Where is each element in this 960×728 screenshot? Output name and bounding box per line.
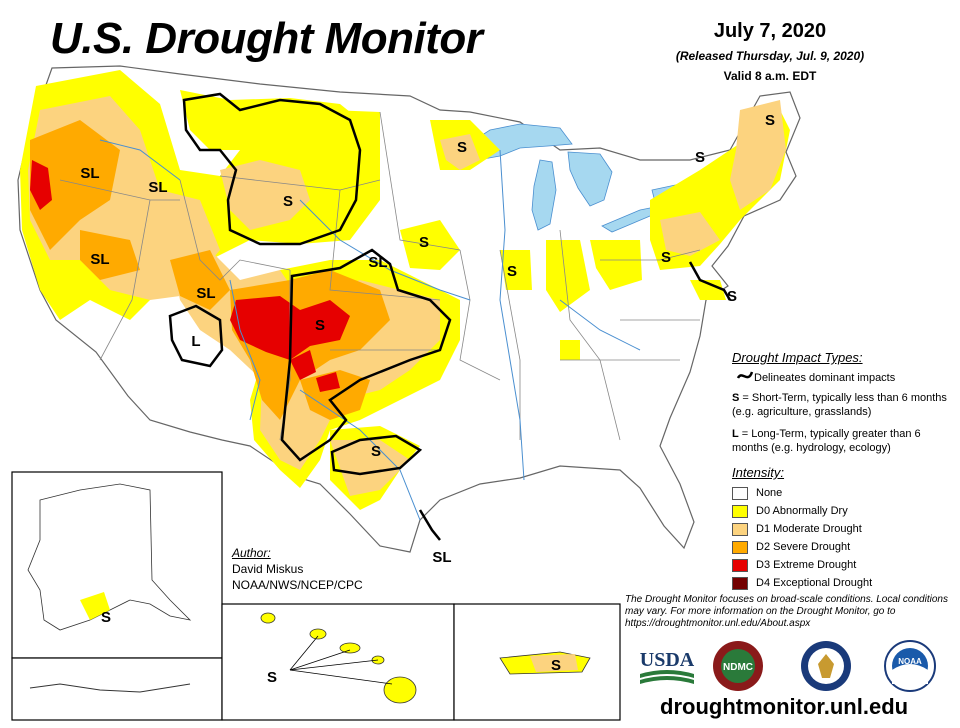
intensity-swatch <box>732 523 748 536</box>
impact-label: S <box>419 234 429 251</box>
impact-label: SL <box>368 254 387 271</box>
hawaii-pointers <box>289 635 393 685</box>
intensity-heading: Intensity: <box>732 465 785 480</box>
impact-line-row: Delineates dominant impacts <box>732 371 952 385</box>
puerto-rico-d1 <box>530 654 578 672</box>
author-block: Author: David Miskus NOAA/NWS/NCEP/CPC <box>232 545 363 593</box>
intensity-row: D3 Extreme Drought <box>732 558 952 572</box>
impact-types-heading: Drought Impact Types: <box>732 350 863 365</box>
legend: Drought Impact Types: Delineates dominan… <box>732 350 952 594</box>
intensity-label: D1 Moderate Drought <box>756 523 862 535</box>
impact-label: SL <box>148 179 167 196</box>
drought-monitor-note: The Drought Monitor focuses on broad-sca… <box>625 594 948 629</box>
intensity-swatch <box>732 559 748 572</box>
impact-label: S <box>371 443 381 460</box>
alaska-shape <box>27 483 192 631</box>
delineates-label: Delineates dominant impacts <box>754 372 896 384</box>
intensity-swatch <box>732 577 748 590</box>
hawaii-inset <box>221 603 455 721</box>
site-url[interactable]: droughtmonitor.unl.edu <box>660 694 909 719</box>
impact-label: S <box>765 112 775 129</box>
state-borders <box>59 111 701 441</box>
intensity-list: None D0 Abnormally Dry D1 Moderate Drought… <box>732 486 952 590</box>
map-date: July 7, 2020 <box>713 20 827 42</box>
release-date: (Released Thursday, Jul. 9, 2020) <box>675 49 865 63</box>
lake-huron <box>567 151 613 207</box>
impact-label: S <box>283 193 293 210</box>
impact-label: S <box>661 249 671 266</box>
impact-label: S <box>695 149 705 166</box>
impact-label: S <box>267 669 277 686</box>
impact-label: S <box>727 288 737 305</box>
impact-lines <box>168 92 732 541</box>
map-labels: SL SL S SL SL L S SL S S S S S S S S SL S S S <box>80 112 775 686</box>
author-heading: Author: <box>232 546 271 560</box>
intensity-row: D1 Moderate Drought <box>732 522 952 536</box>
impact-label: S <box>315 317 325 334</box>
usda-logo: USDA <box>636 642 698 688</box>
noaa-logo: NOAA <box>884 640 936 692</box>
page-title: U.S. Drought Monitor <box>50 14 483 63</box>
impact-label: S <box>457 139 467 156</box>
impact-line-sample <box>736 371 754 379</box>
hawaii-islands <box>260 612 417 704</box>
aleutian-islands <box>29 683 191 693</box>
alaska-aleutian-inset <box>11 657 223 721</box>
ndmc-logo: NDMC <box>713 641 763 691</box>
intensity-swatch <box>732 505 748 518</box>
author-org: NOAA/NWS/NCEP/CPC <box>232 578 363 592</box>
svg-text:USDA: USDA <box>640 649 695 671</box>
long-term-desc: L = Long-Term, typically greater than 6 … <box>732 428 921 454</box>
intensity-swatch <box>732 541 748 554</box>
commerce-seal <box>801 641 851 691</box>
alaska-d0 <box>80 592 110 620</box>
author-name: David Miskus <box>232 562 304 576</box>
impact-label: S <box>101 609 111 626</box>
rivers <box>99 139 641 521</box>
lake-michigan <box>531 159 557 231</box>
intensity-swatch <box>732 487 748 500</box>
date-block: July 7, 2020 (Released Thursday, Jul. 9,… <box>640 20 900 83</box>
impact-label: L <box>191 333 200 350</box>
intensity-label: D4 Exceptional Drought <box>756 577 873 589</box>
svg-text:NDMC: NDMC <box>723 662 753 673</box>
impact-label: SL <box>196 285 215 302</box>
intensity-row: D0 Abnormally Dry <box>732 504 952 518</box>
intensity-row: None <box>732 486 952 500</box>
intensity-label: None <box>756 487 783 499</box>
impact-label: SL <box>432 549 451 566</box>
intensity-label: D3 Extreme Drought <box>756 559 857 571</box>
intensity-row: D4 Exceptional Drought <box>732 576 952 590</box>
impact-label: SL <box>80 165 99 182</box>
valid-time: Valid 8 a.m. EDT <box>723 69 817 83</box>
intensity-label: D2 Severe Drought <box>756 541 851 553</box>
impact-label: S <box>551 657 561 674</box>
impact-label: SL <box>90 251 109 268</box>
short-term-desc: S = Short-Term, typically less than 6 mo… <box>732 392 947 418</box>
intensity-label: D0 Abnormally Dry <box>756 505 848 517</box>
impact-label: S <box>507 263 517 280</box>
intensity-row: D2 Severe Drought <box>732 540 952 554</box>
svg-text:NOAA: NOAA <box>898 657 922 666</box>
